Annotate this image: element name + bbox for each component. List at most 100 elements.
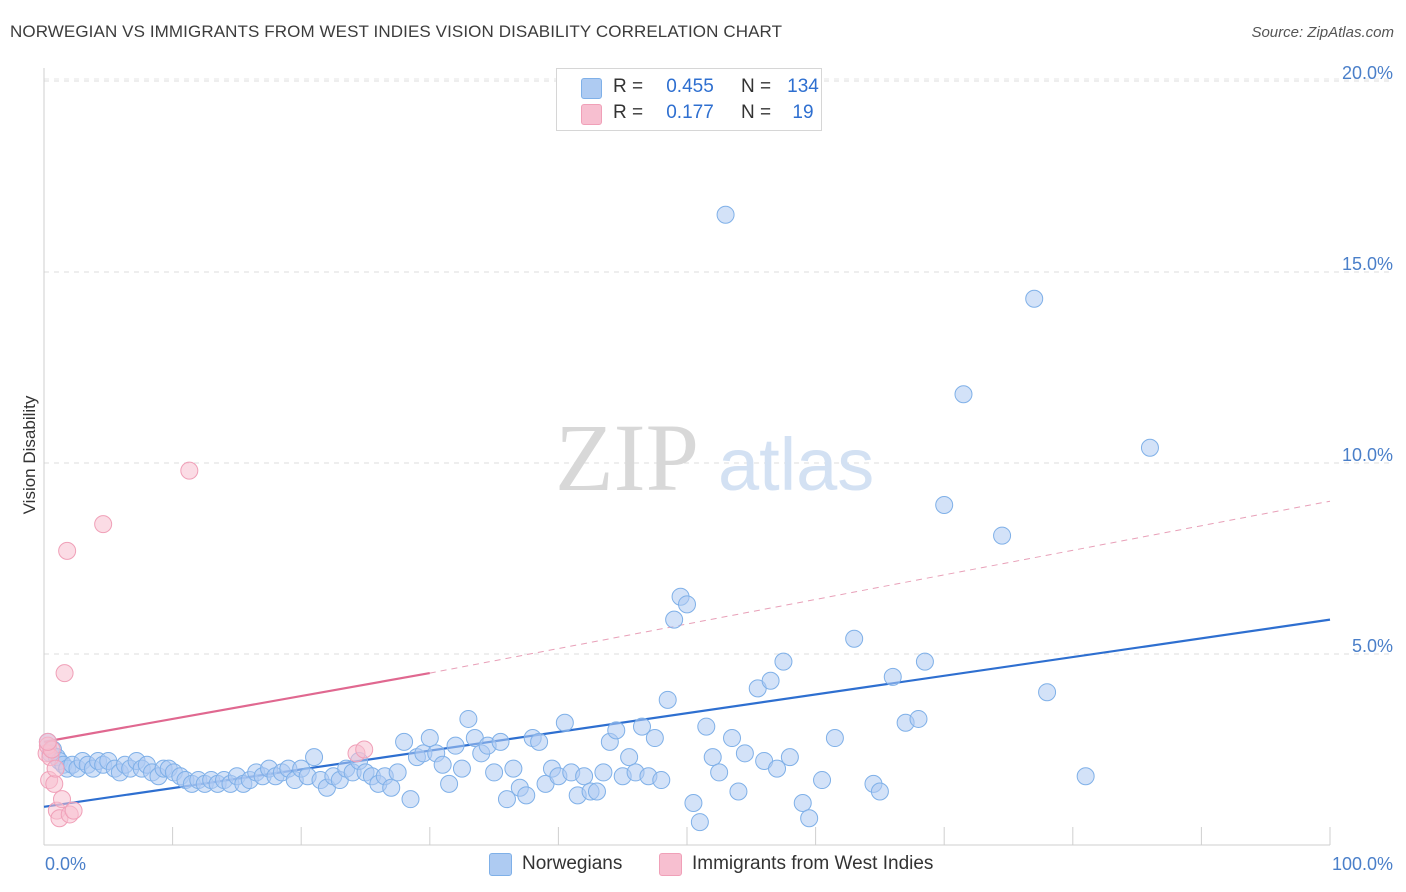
point-norwegians <box>684 793 703 812</box>
point-norwegians <box>935 496 954 515</box>
point-norwegians <box>665 610 684 629</box>
legend-r-value: 0.177 <box>666 102 714 123</box>
point-norwegians <box>1140 438 1159 457</box>
chart-title: NORWEGIAN VS IMMIGRANTS FROM WEST INDIES… <box>10 22 783 41</box>
point-norwegians <box>620 748 639 767</box>
point-norwegians <box>723 729 742 748</box>
x-tick-label: 0.0% <box>45 854 86 874</box>
y-tick-label: 5.0% <box>1352 636 1393 656</box>
point-norwegians <box>909 709 928 728</box>
trend-line-west-indies-extension <box>429 500 1331 674</box>
trend-line-west-indies <box>43 672 430 743</box>
legend-n-label: N = <box>741 76 772 97</box>
point-norwegians <box>491 732 510 751</box>
point-norwegians <box>555 713 574 732</box>
point-norwegians <box>735 744 754 763</box>
x-tick-label: 100.0% <box>1332 854 1393 874</box>
point-norwegians <box>710 763 729 782</box>
point-norwegians <box>915 652 934 671</box>
watermark: ZIP atlas <box>555 404 874 511</box>
legend-r-label: R = <box>613 76 644 97</box>
point-norwegians <box>703 748 722 767</box>
point-norwegians <box>716 205 735 224</box>
point-norwegians <box>504 759 523 778</box>
point-norwegians <box>774 652 793 671</box>
point-norwegians <box>690 813 709 832</box>
grid-lines <box>44 78 1394 655</box>
point-norwegians <box>587 782 606 801</box>
point-norwegians <box>388 763 407 782</box>
bottom-legend-swatch-norwegians <box>489 853 512 876</box>
point-norwegians <box>1038 683 1057 702</box>
watermark-zip: ZIP <box>555 404 699 511</box>
point-west-indies <box>94 515 113 534</box>
point-norwegians <box>652 771 671 790</box>
point-norwegians <box>440 774 459 793</box>
legend-swatch-norwegians <box>581 78 602 99</box>
point-west-indies <box>53 790 72 809</box>
point-norwegians <box>813 771 832 790</box>
bottom-legend-swatch-west-indies <box>659 853 682 876</box>
point-norwegians <box>678 595 696 614</box>
y-tick-label: 20.0% <box>1342 63 1393 83</box>
point-norwegians <box>401 790 420 809</box>
point-norwegians <box>1025 289 1044 308</box>
point-norwegians <box>793 793 812 812</box>
point-west-indies <box>64 801 83 820</box>
point-norwegians <box>993 526 1012 545</box>
legend-r-value: 0.455 <box>666 76 714 97</box>
point-norwegians <box>780 748 799 767</box>
point-norwegians <box>632 717 651 736</box>
point-west-indies <box>46 759 65 778</box>
point-norwegians <box>1076 767 1095 786</box>
point-norwegians <box>845 629 864 648</box>
point-norwegians <box>768 759 787 778</box>
point-norwegians <box>459 709 478 728</box>
point-norwegians <box>658 690 677 709</box>
point-norwegians <box>761 671 780 690</box>
legend-swatch-west-indies <box>581 104 602 125</box>
point-norwegians <box>645 729 664 748</box>
point-norwegians <box>517 786 536 805</box>
legend-n-label: N = <box>741 102 772 123</box>
point-norwegians <box>825 729 844 748</box>
data-points <box>37 205 1159 832</box>
point-norwegians <box>729 782 748 801</box>
point-norwegians <box>382 778 401 797</box>
point-norwegians <box>305 748 324 767</box>
point-norwegians <box>594 763 613 782</box>
point-norwegians <box>530 732 549 751</box>
point-norwegians <box>452 759 471 778</box>
point-norwegians <box>607 721 626 740</box>
legend-box: R = 0.455 N = 134 R = 0.177 N = 19 <box>556 68 822 131</box>
point-norwegians <box>697 717 716 736</box>
point-norwegians <box>485 763 504 782</box>
y-axis-label: Vision Disability <box>20 395 39 514</box>
point-norwegians <box>395 732 414 751</box>
legend-n-value: 134 <box>787 76 819 97</box>
point-west-indies <box>180 461 199 480</box>
point-west-indies <box>355 740 374 759</box>
point-norwegians <box>446 736 465 755</box>
legend-n-value: 19 <box>792 102 814 123</box>
point-norwegians <box>433 755 452 774</box>
legend-r-label: R = <box>613 102 644 123</box>
point-west-indies <box>45 774 64 793</box>
point-norwegians <box>420 729 439 748</box>
point-west-indies <box>55 664 74 683</box>
bottom-legend-label-west-indies: Immigrants from West Indies <box>692 853 934 874</box>
bottom-legend-label-norwegians: Norwegians <box>522 853 623 874</box>
point-norwegians <box>800 809 819 828</box>
y-tick-label: 10.0% <box>1342 445 1393 465</box>
point-norwegians <box>870 782 889 801</box>
axes <box>43 68 1331 846</box>
y-tick-label: 15.0% <box>1342 254 1393 274</box>
point-norwegians <box>883 667 902 686</box>
point-west-indies <box>38 732 57 751</box>
tick-labels: 5.0% 10.0% 15.0% 20.0% 0.0% 100.0% <box>45 63 1393 874</box>
source-credit: Source: ZipAtlas.com <box>1251 24 1394 41</box>
watermark-atlas: atlas <box>718 423 874 506</box>
point-norwegians <box>497 790 516 809</box>
point-norwegians <box>954 385 973 404</box>
